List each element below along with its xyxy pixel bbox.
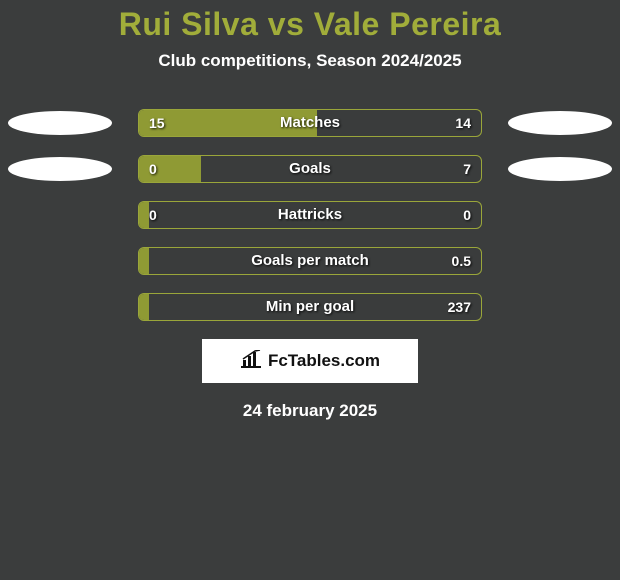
stat-rows: 15 Matches 14 0 Goals 7 0 Hattricks 0 — [0, 109, 620, 321]
stat-value-right: 7 — [463, 156, 471, 182]
stat-label: Min per goal — [139, 294, 481, 320]
page-subtitle: Club competitions, Season 2024/2025 — [0, 51, 620, 71]
stat-label: Matches — [139, 110, 481, 136]
stat-value-right: 237 — [448, 294, 471, 320]
stat-value-right: 14 — [455, 110, 471, 136]
stat-bar: 0 Hattricks 0 — [138, 201, 482, 229]
brand-text: FcTables.com — [268, 351, 380, 371]
stat-row: 0 Goals 7 — [0, 155, 620, 183]
stat-bar: Goals per match 0.5 — [138, 247, 482, 275]
stat-label: Goals — [139, 156, 481, 182]
stat-bar: 0 Goals 7 — [138, 155, 482, 183]
player-right-marker — [508, 157, 612, 181]
player-right-marker — [508, 111, 612, 135]
stat-label: Hattricks — [139, 202, 481, 228]
stat-row: Min per goal 237 — [0, 293, 620, 321]
stat-row: 0 Hattricks 0 — [0, 201, 620, 229]
stat-label: Goals per match — [139, 248, 481, 274]
date-label: 24 february 2025 — [0, 401, 620, 421]
stat-bar: 15 Matches 14 — [138, 109, 482, 137]
stat-row: Goals per match 0.5 — [0, 247, 620, 275]
brand-badge: FcTables.com — [202, 339, 418, 383]
stat-bar: Min per goal 237 — [138, 293, 482, 321]
player-left-marker — [8, 157, 112, 181]
stat-value-right: 0.5 — [452, 248, 471, 274]
player-left-marker — [8, 111, 112, 135]
stat-value-right: 0 — [463, 202, 471, 228]
page-title: Rui Silva vs Vale Pereira — [0, 0, 620, 43]
stat-row: 15 Matches 14 — [0, 109, 620, 137]
comparison-card: Rui Silva vs Vale Pereira Club competiti… — [0, 0, 620, 580]
bar-chart-icon — [240, 350, 262, 373]
